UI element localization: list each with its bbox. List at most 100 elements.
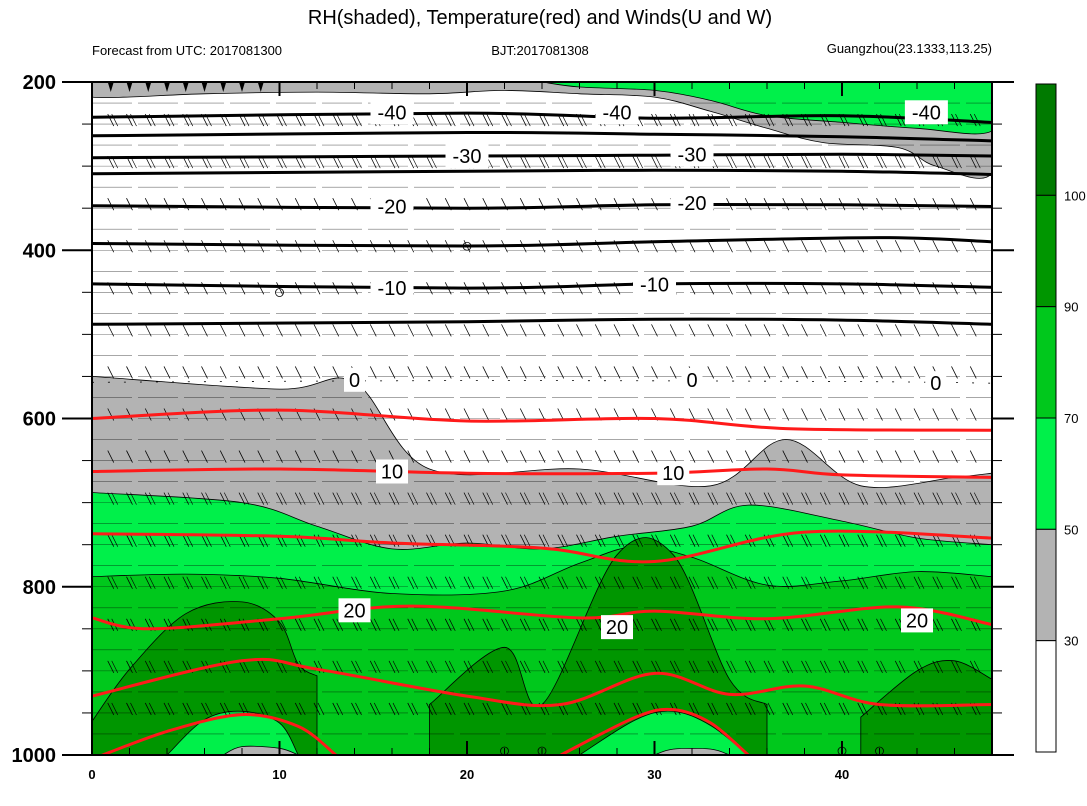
wind-barb xyxy=(538,660,546,674)
wind-barb-tick xyxy=(561,534,569,547)
rh-region-surface-light-0 xyxy=(166,710,299,755)
wind-barb-tick xyxy=(617,660,625,674)
wind-barb xyxy=(538,492,546,505)
wind-barb xyxy=(932,198,940,211)
wind-barb xyxy=(463,702,471,716)
wind-barb xyxy=(144,450,152,463)
wind-barb-tick xyxy=(880,155,887,169)
contour-label-text: -40 xyxy=(912,102,941,124)
wind-barb-tick xyxy=(298,576,306,589)
wind-barb xyxy=(801,450,808,463)
wind-barb xyxy=(107,534,115,547)
contour-label: 20 xyxy=(601,615,633,640)
wind-barb xyxy=(763,240,771,253)
wind-barb xyxy=(632,702,640,716)
wind-barb xyxy=(519,534,527,547)
wind-barb xyxy=(782,576,790,589)
wind-barb xyxy=(557,618,565,631)
wind-barb xyxy=(369,155,377,169)
wind-barb xyxy=(163,198,171,211)
wind-barb-tick xyxy=(392,660,400,674)
wind-barb xyxy=(801,324,808,337)
wind-barb xyxy=(857,618,865,631)
wind-barb xyxy=(951,282,958,295)
wind-barb-tick xyxy=(580,155,587,169)
temperature-line-20 xyxy=(92,604,992,631)
wind-barb xyxy=(276,324,283,337)
wind-barb xyxy=(407,702,415,716)
wind-barb xyxy=(501,534,508,547)
wind-barb xyxy=(632,450,640,463)
wind-barb xyxy=(126,366,133,379)
wind-barb-tick xyxy=(955,576,962,589)
wind-barb xyxy=(951,576,958,589)
wind-barb xyxy=(294,492,302,505)
wind-barb-tick xyxy=(805,492,812,505)
wind-barb xyxy=(613,366,621,379)
wind-barb-tick xyxy=(673,660,681,674)
wind-barb-tick xyxy=(842,155,850,169)
wind-barb xyxy=(857,492,865,505)
wind-barb xyxy=(576,155,583,169)
wind-flag xyxy=(107,82,114,92)
wind-barb xyxy=(969,660,977,674)
wind-barb-tick xyxy=(448,492,456,505)
wind-barb-tick xyxy=(148,492,156,505)
wind-barb xyxy=(932,618,940,631)
wind-barb xyxy=(763,576,771,589)
contour-label-box xyxy=(670,142,714,167)
wind-barb xyxy=(557,240,565,253)
wind-barb xyxy=(182,240,190,253)
wind-barb xyxy=(501,324,508,337)
wind-barb-tick xyxy=(355,113,362,127)
wind-barb xyxy=(669,113,677,127)
contour-label-text: -10 xyxy=(640,275,669,297)
wind-barb xyxy=(332,408,340,421)
wind-barb-tick xyxy=(692,660,700,674)
calm-wind-circle xyxy=(875,746,884,755)
wind-barb xyxy=(201,366,208,379)
wind-barb xyxy=(801,366,808,379)
wind-barb xyxy=(332,702,340,716)
wind-barb xyxy=(313,492,321,505)
wind-barb-tick xyxy=(805,576,812,589)
wind-barb-tick xyxy=(505,618,512,631)
wind-barb-tick xyxy=(711,113,719,127)
wind-barb-tick xyxy=(580,576,587,589)
wind-barb xyxy=(876,618,883,631)
wind-barb xyxy=(707,408,715,421)
wind-barb xyxy=(182,198,190,211)
wind-barb xyxy=(388,366,396,379)
wind-barb xyxy=(182,576,190,589)
contour-label-box xyxy=(633,272,676,297)
calm-wind-circle xyxy=(537,746,547,755)
wind-barb xyxy=(632,534,640,547)
wind-barb xyxy=(894,492,902,505)
y-tick-label: 400 xyxy=(23,240,56,262)
wind-barb-tick xyxy=(317,702,325,716)
wind-barb xyxy=(782,492,790,505)
contour-label-text: 10 xyxy=(381,461,403,483)
wind-barb-tick xyxy=(880,660,887,674)
wind-barb xyxy=(819,408,827,421)
wind-barb xyxy=(819,702,827,716)
wind-barb-tick xyxy=(748,618,756,631)
wind-barb xyxy=(107,702,115,716)
wind-barb-tick xyxy=(636,155,644,169)
wind-barb-tick xyxy=(636,618,644,631)
chart-title: RH(shaded), Temperature(red) and Winds(U… xyxy=(308,7,772,29)
wind-barb xyxy=(857,576,865,589)
wind-barb xyxy=(538,576,546,589)
wind-barb xyxy=(932,576,940,589)
wind-barb-tick xyxy=(355,576,362,589)
wind-barb xyxy=(407,618,415,631)
wind-barb-tick xyxy=(505,576,512,589)
wind-barb-tick xyxy=(111,660,119,674)
x-tick-label: 40 xyxy=(835,767,849,782)
wind-barb xyxy=(763,702,771,716)
wind-barb xyxy=(801,492,808,505)
wind-barb xyxy=(782,155,790,169)
contour-labels: -40 -40 -40 -30 -30 -20 -20 -10 -10 0 0 0 10 10 20 20 20 xyxy=(338,100,948,640)
wind-barb xyxy=(126,576,133,589)
